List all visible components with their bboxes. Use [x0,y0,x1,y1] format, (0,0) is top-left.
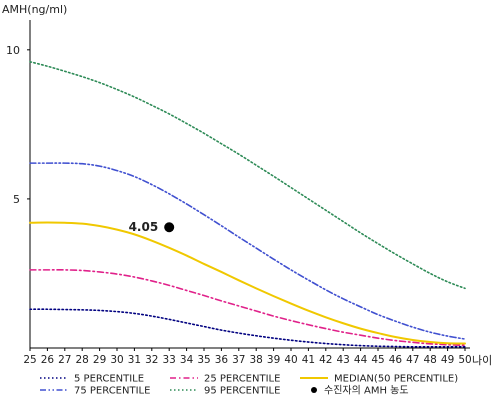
patient-marker-label: 4.05 [129,220,159,234]
x-tick-label: 35 [197,354,210,366]
x-tick-label: 41 [302,354,315,366]
patient-marker-dot [164,222,175,233]
x-tick-label: 50 [458,354,471,366]
legend-label-25-percentile: 25 PERCENTILE [204,374,280,385]
patient-marker: 4.05 [129,220,175,234]
series-lines [29,60,466,348]
x-tick-label: 31 [128,354,141,366]
x-tick-label: 34 [180,354,194,366]
x-tick-label: 36 [215,354,229,366]
y-ticks: 5 10 [6,44,30,206]
series-line-5-percentile [29,308,466,348]
x-tick-label: 44 [354,354,368,366]
series-line-75-percentile [29,162,466,340]
x-tick-label: 45 [371,354,384,366]
x-axis-title: 나이 [472,354,492,367]
x-tick-label: 39 [267,354,280,366]
legend-swatch-patient-amh [311,387,317,393]
series-line-95-percentile [29,60,466,290]
y-axis-title: AMH(ng/ml) [2,3,67,16]
x-ticks: 25 26 27 28 29 30 31 32 33 34 35 36 37 38 39 40 41 42 43 44… [23,348,472,366]
x-tick-label: 33 [163,354,176,366]
x-tick-label: 43 [337,354,350,366]
x-tick-label: 48 [424,354,437,366]
x-tick-label: 32 [145,354,158,366]
x-tick-label: 25 [23,354,36,366]
legend: 5 PERCENTILE 25 PERCENTILE MEDIAN(50 PERCE… [40,374,458,397]
legend-label-5-percentile: 5 PERCENTILE [74,374,144,385]
legend-label-patient-amh: 수진자의 AMH 농도 [324,385,409,397]
x-tick-label: 27 [58,354,71,366]
x-tick-label: 26 [41,354,55,366]
x-tick-label: 47 [406,354,419,366]
x-tick-label: 29 [93,354,106,366]
series-line-median-50-percentile [29,221,466,345]
x-tick-label: 37 [232,354,245,366]
legend-label-median-50-percentile: MEDIAN(50 PERCENTILE) [334,374,458,385]
legend-label-95-percentile: 95 PERCENTILE [204,386,280,397]
series-line-25-percentile [29,269,466,347]
x-tick-label: 38 [250,354,263,366]
x-tick-label: 49 [441,354,454,366]
x-tick-label: 42 [319,354,332,366]
y-tick-label: 5 [13,193,20,206]
x-tick-label: 28 [76,354,89,366]
x-tick-label: 40 [284,354,297,366]
x-tick-label: 46 [389,354,403,366]
legend-label-75-percentile: 75 PERCENTILE [74,386,150,397]
axes [29,20,470,349]
y-tick-label: 10 [6,44,20,57]
x-tick-label: 30 [110,354,123,366]
